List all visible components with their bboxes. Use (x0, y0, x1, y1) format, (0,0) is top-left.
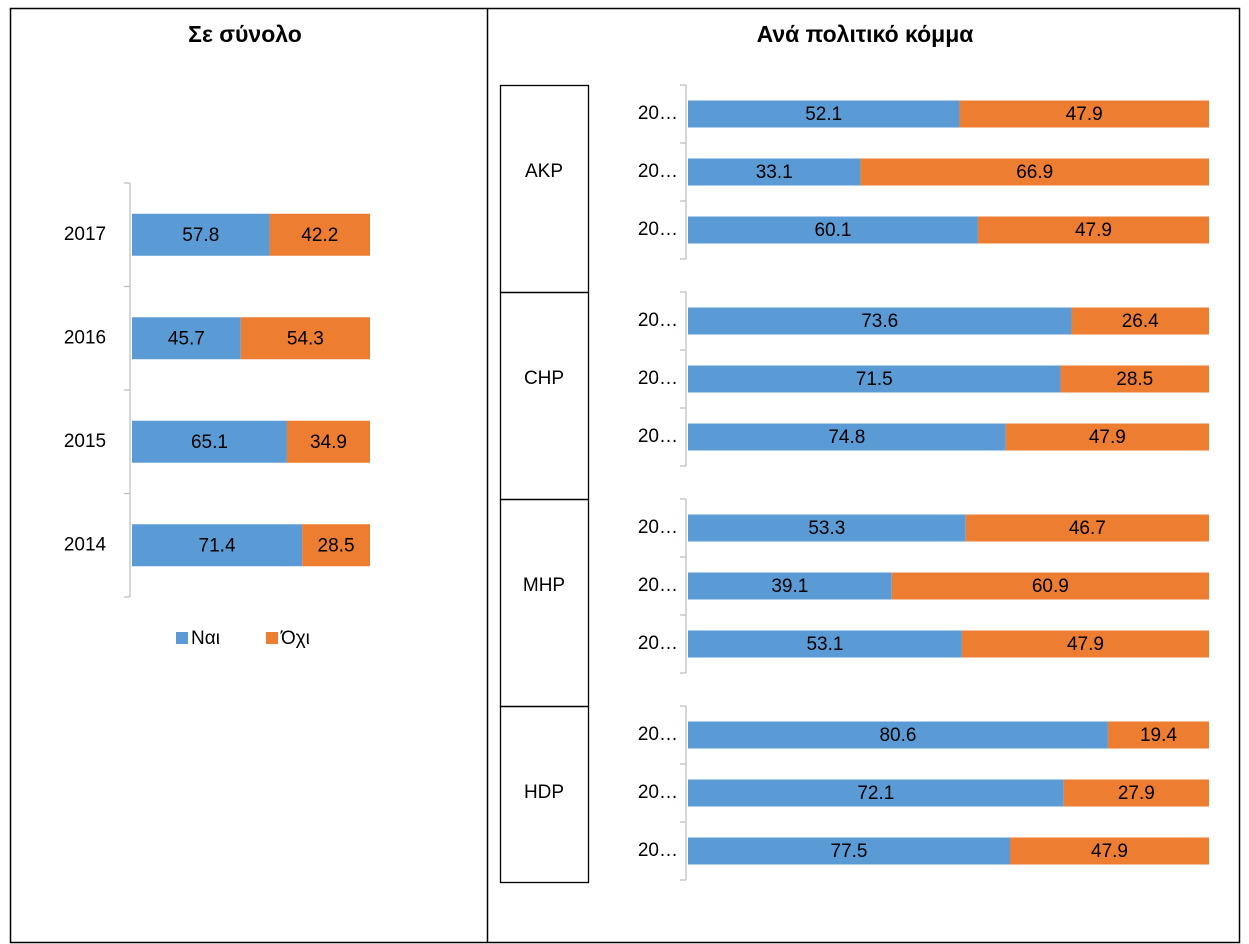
data-label: 28.5 (318, 535, 355, 556)
category-label: 20… (638, 103, 678, 124)
data-label: 80.6 (879, 725, 916, 746)
data-label: 57.8 (182, 225, 219, 246)
data-label: 53.1 (806, 634, 843, 655)
category-label: 20… (638, 517, 678, 538)
data-label: 34.9 (310, 432, 347, 453)
bar-segment (1005, 423, 1209, 451)
data-label: 66.9 (1016, 162, 1053, 183)
category-label: 20… (638, 575, 678, 596)
data-label: 42.2 (301, 225, 338, 246)
data-label: 47.9 (1067, 634, 1104, 655)
group-label: AKP (525, 161, 563, 182)
bar-segment (688, 514, 966, 542)
category-label: 20… (638, 426, 678, 447)
data-label: 54.3 (287, 328, 324, 349)
data-label: 39.1 (771, 576, 808, 597)
legend-label: Ναι (191, 628, 220, 649)
bar-segment (132, 317, 241, 360)
category-label: 20… (638, 840, 678, 861)
bar-segment (961, 630, 1209, 658)
data-label: 33.1 (756, 162, 793, 183)
bar-segment (688, 423, 1006, 451)
group-label: HDP (524, 782, 564, 803)
legend-swatch (266, 632, 278, 644)
data-label: 71.4 (199, 535, 236, 556)
bar-segment (1107, 721, 1209, 749)
data-label: 46.7 (1069, 518, 1106, 539)
bar-segment (959, 100, 1209, 128)
bar-segment (240, 317, 370, 360)
bar-segment (688, 837, 1010, 865)
bar-segment (1060, 365, 1209, 393)
data-label: 60.9 (1032, 576, 1069, 597)
group-box (499, 291, 590, 501)
data-label: 26.4 (1122, 311, 1159, 332)
bar-segment (688, 158, 861, 186)
category-label: 2016 (64, 327, 106, 348)
bar-segment (688, 630, 962, 658)
data-label: 28.5 (1116, 369, 1153, 390)
bar-segment (891, 572, 1209, 600)
bar-segment (269, 213, 370, 256)
category-label: 20… (638, 782, 678, 803)
bar-segment (688, 216, 978, 244)
bar-segment (132, 420, 287, 463)
category-label: 20… (638, 633, 678, 654)
data-label: 65.1 (191, 432, 228, 453)
bar-segment (688, 721, 1108, 749)
bar-segment (688, 779, 1064, 807)
bar-segment (688, 307, 1072, 335)
data-label: 47.9 (1089, 427, 1126, 448)
data-label: 45.7 (168, 328, 205, 349)
chart-title: Σε σύνολο (188, 21, 302, 47)
frame (9, 7, 1241, 944)
data-label: 47.9 (1091, 841, 1128, 862)
data-label: 60.1 (814, 220, 851, 241)
legend-label: Όχι (280, 628, 310, 649)
data-label: 77.5 (831, 841, 868, 862)
data-label: 19.4 (1140, 725, 1177, 746)
data-label: 74.8 (828, 427, 865, 448)
bar-segment (1009, 837, 1209, 865)
bar-segment (1071, 307, 1209, 335)
category-label: 20… (638, 219, 678, 240)
bar-segment (688, 100, 960, 128)
data-label: 47.9 (1075, 220, 1112, 241)
category-label: 20… (638, 724, 678, 745)
data-label: 27.9 (1118, 783, 1155, 804)
group-box (499, 84, 590, 294)
data-label: 72.1 (857, 783, 894, 804)
bar-segment (132, 524, 303, 567)
group-label: CHP (524, 368, 564, 389)
bar-segment (688, 572, 892, 600)
legend-swatch (176, 632, 188, 644)
category-label: 2017 (64, 224, 106, 245)
bar-segment (132, 213, 270, 256)
data-label: 52.1 (805, 104, 842, 125)
group-label: MHP (523, 575, 565, 596)
category-label: 2014 (64, 534, 107, 555)
data-label: 47.9 (1066, 104, 1103, 125)
category-label: 20… (638, 310, 678, 331)
group-box (499, 498, 590, 708)
bar-segment (286, 420, 370, 463)
data-label: 73.6 (861, 311, 898, 332)
category-label: 20… (638, 161, 678, 182)
category-label: 2015 (64, 431, 106, 452)
bar-segment (977, 216, 1209, 244)
bar-segment (1063, 779, 1209, 807)
bar-segment (302, 524, 370, 567)
bar-segment (965, 514, 1209, 542)
bar-segment (688, 365, 1061, 393)
chart-title: Ανά πολιτικό κόμμα (757, 21, 974, 47)
group-box (499, 705, 590, 884)
category-label: 20… (638, 368, 678, 389)
data-label: 71.5 (856, 369, 893, 390)
bar-segment (860, 158, 1209, 186)
data-label: 53.3 (808, 518, 845, 539)
